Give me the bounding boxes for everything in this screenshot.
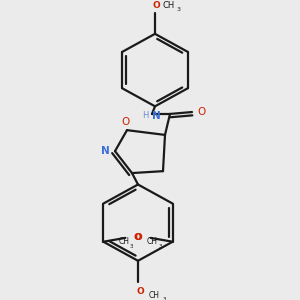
Text: O: O bbox=[134, 233, 142, 242]
Text: CH: CH bbox=[148, 291, 160, 300]
Text: O: O bbox=[152, 1, 160, 10]
Text: CH: CH bbox=[118, 237, 129, 246]
Text: 3: 3 bbox=[162, 297, 166, 300]
Text: 3: 3 bbox=[130, 244, 134, 249]
Text: H: H bbox=[142, 111, 148, 120]
Text: O: O bbox=[198, 107, 206, 117]
Text: 3: 3 bbox=[177, 7, 181, 11]
Text: CH: CH bbox=[163, 1, 175, 10]
Text: N: N bbox=[152, 111, 160, 121]
Text: O: O bbox=[134, 233, 142, 242]
Text: CH: CH bbox=[147, 237, 158, 246]
Text: 3: 3 bbox=[159, 244, 162, 249]
Text: O: O bbox=[121, 117, 129, 127]
Text: N: N bbox=[100, 146, 109, 156]
Text: O: O bbox=[136, 287, 144, 296]
